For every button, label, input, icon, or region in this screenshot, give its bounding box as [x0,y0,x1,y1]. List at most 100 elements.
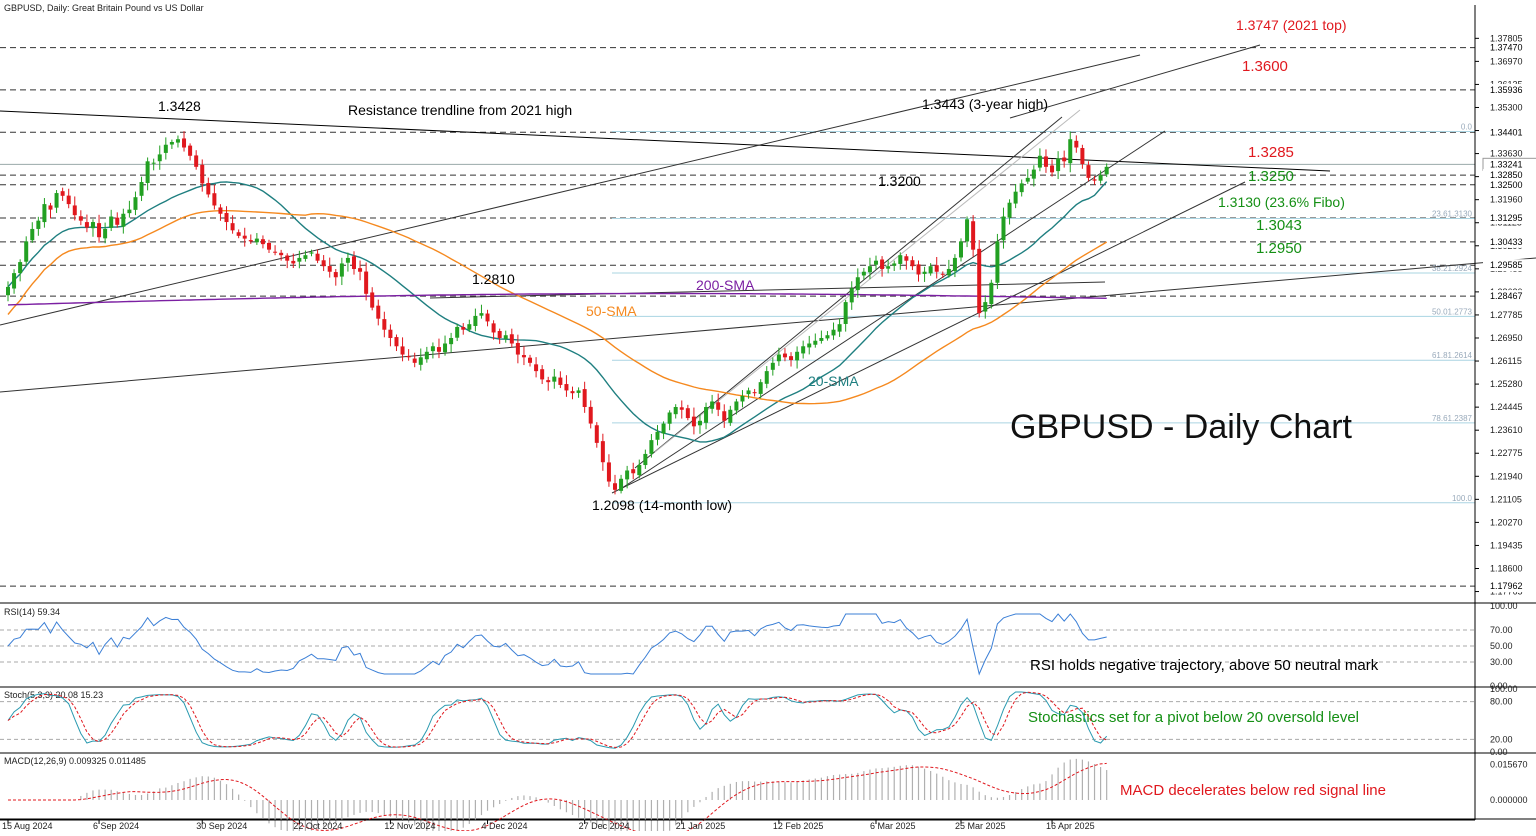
candle-body [1043,156,1048,167]
fibo-label: 0.0 [1461,122,1473,131]
candle-body [946,268,951,276]
candle-body [613,483,617,490]
rsi-note: RSI holds negative trajectory, above 50 … [1030,657,1379,674]
candle-body [309,252,314,254]
candle-body [333,272,338,278]
candle-body [667,412,672,424]
candle-body [1074,140,1079,148]
candle-body [673,407,678,415]
candle-body [157,154,162,162]
annotation-label: 1.3443 (3-year high) [922,96,1048,112]
candle-body [54,193,59,208]
candle-body [1013,191,1018,204]
stoch-header: Stoch(5,3,3) 20.08 15.23 [4,690,103,700]
candle-body [24,241,29,262]
price-tag-label: 1.32850 [1490,170,1523,180]
candle-body [273,251,278,253]
candle-body [861,271,866,276]
candle-body [418,357,423,365]
candle-body [376,305,381,319]
candle-body [345,257,350,263]
macd-note: MACD decelerates below red signal line [1120,782,1386,799]
candle-body [594,425,599,443]
candle-body [528,357,533,363]
price-tick-label: 1.37805 [1490,33,1523,43]
candle-body [898,255,903,264]
candle-body [637,464,642,476]
candle-body [588,406,593,424]
trendline [0,257,1536,393]
candle-body [892,263,897,266]
candle-body [1086,165,1091,178]
candle-body [1031,169,1036,179]
candle-body [182,138,187,148]
candle-body [30,228,35,241]
candle-body [12,273,17,289]
date-label: 22 Oct 2024 [293,821,342,831]
candle-body [746,390,751,395]
candle-body [200,164,205,184]
candle-body [109,216,114,228]
chart-header-title: GBPUSD, Daily: Great Britain Pound vs US… [4,3,204,13]
candle-body [473,315,478,327]
price-tag-box [1483,259,1536,272]
candle-body [485,313,490,322]
date-label: 4 Dec 2024 [482,821,528,831]
candle-body [224,212,229,223]
candle-body [382,319,387,330]
macd-tick-label: 0.015670 [1490,760,1528,770]
annotation-label: 1.2810 [472,271,515,287]
indicator-panes: RSI(14) 59.34 100.00 70.00 50.00 30.00 0.00 RS… [0,601,1536,836]
candle-body [194,155,199,167]
candle-body [886,266,891,269]
candle-body [509,334,514,344]
candle-body [461,327,466,330]
candle-body [467,324,472,330]
price-tick-label: 1.21940 [1490,471,1523,481]
candle-body [789,356,794,361]
candle-body [558,377,563,385]
candle-body [321,260,326,267]
candle-body [443,343,448,353]
rsi-line [7,613,1107,676]
candle-body [133,197,138,210]
fibonacci-levels: 0.0 23.61.3130 38.21.2924 50.01.2773 61.81.2… [612,122,1475,504]
price-tick-label: 1.31960 [1490,195,1523,205]
candle-body [813,340,818,345]
date-label: 15 Aug 2024 [2,821,53,831]
stoch-tick-label: 20.00 [1490,734,1513,744]
candle-body [430,346,435,352]
candle-body [291,260,296,264]
candle-body [1062,157,1067,162]
candle-body [874,260,879,265]
fibo-label: 78.61.2387 [1432,414,1473,423]
candle-body [503,335,508,339]
candle-body [764,371,769,384]
candle-body [66,195,71,205]
candle-body [72,205,77,216]
trendline [0,54,1141,326]
candle-body [977,248,982,314]
candle-body [1037,155,1042,168]
candle-body [801,346,806,354]
candle-body [315,253,320,261]
candle-body [1056,158,1061,172]
annotation-label: 1.3600 [1242,58,1288,75]
trendline [611,181,1246,494]
price-tick-label: 1.26115 [1490,356,1522,366]
candle-body [837,324,842,332]
trendline [1009,44,1261,119]
date-label: 21 Jan 2025 [676,821,726,831]
candle-body [643,453,648,466]
macd-tick-label: 0.000000 [1490,795,1528,805]
candle-body [546,380,551,383]
candle-body [248,240,253,242]
price-tag-box [1483,212,1536,225]
candle-body [230,223,235,231]
candle-body [18,262,23,274]
candle-body [400,346,405,355]
price-tag-box [1483,178,1536,191]
date-label: 6 Mar 2025 [870,821,916,831]
annotation-label: 1.2098 (14-month low) [592,497,732,513]
candle-body [60,191,65,196]
